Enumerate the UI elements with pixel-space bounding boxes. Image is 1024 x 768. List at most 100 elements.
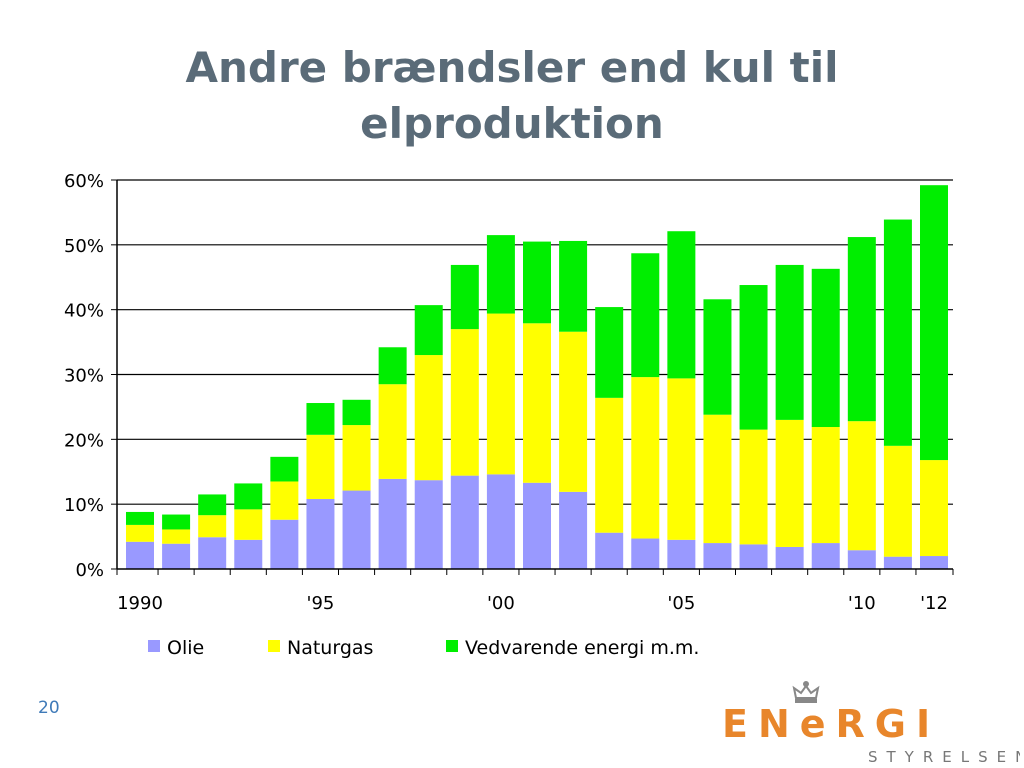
bar-segment-3-1993 (234, 483, 263, 510)
bar-segment-3-2001 (523, 241, 551, 324)
bar-segment-1-2003 (595, 532, 624, 569)
slide-title-line-1: Andre brændsler end kul til (185, 43, 839, 92)
bar-segment-1-2004 (631, 538, 660, 569)
bar-segment-2-2010 (847, 421, 876, 551)
y-tick-labels: 0% 10% 20% 30% 40% 50% 60% (64, 171, 104, 581)
bar-segment-2-1999 (450, 329, 479, 476)
bar-segment-3-2004 (631, 253, 660, 378)
y-tick-label: 60% (64, 171, 104, 192)
bar-segment-3-2000 (486, 235, 515, 314)
bar-segment-2-1998 (414, 355, 443, 481)
y-tick-label: 40% (64, 301, 104, 322)
bar-segment-2-2002 (559, 331, 588, 492)
bar-segment-3-2012 (920, 185, 948, 461)
bar-segment-1-1992 (198, 537, 227, 569)
legend-swatch (148, 640, 160, 652)
page-number: 20 (38, 698, 60, 718)
legend-swatch (268, 640, 280, 652)
bar-segment-3-1998 (414, 305, 443, 356)
y-tick-label: 10% (64, 495, 104, 516)
logo-word-mid: e (800, 702, 836, 746)
bar-segment-1-1995 (306, 498, 335, 569)
y-tick-label: 20% (64, 430, 104, 451)
bar-segment-3-1994 (270, 456, 299, 482)
logo-word: ENeRGI (722, 702, 940, 746)
bar-segment-3-2009 (811, 268, 840, 428)
bar-segment-2-2004 (631, 377, 660, 539)
bar-segment-1-1994 (270, 519, 299, 569)
bar-segment-2-1990 (126, 524, 154, 542)
bar-segment-3-1997 (378, 347, 407, 385)
slide-title-line-2: elproduktion (360, 99, 664, 148)
bars (126, 185, 948, 569)
bar-segment-1-2007 (739, 544, 768, 569)
bar-segment-2-2007 (739, 429, 768, 545)
bar-segment-3-2002 (559, 240, 588, 332)
bar-segment-1-2009 (811, 543, 840, 569)
stacked-bar-chart: 0% 10% 20% 30% 40% 50% 60% 1990 '95 '00 '05 '10 '12… (64, 171, 954, 659)
x-tick-label: '00 (487, 593, 515, 614)
bar-segment-3-1995 (306, 403, 335, 435)
legend: Olie Naturgas Vedvarende energi m.m. (148, 637, 699, 659)
bar-segment-2-2006 (703, 414, 732, 544)
bar-segment-3-2010 (847, 237, 876, 422)
bar-segment-1-2005 (667, 539, 696, 569)
bar-segment-3-2003 (595, 307, 624, 398)
x-tick-label: '05 (667, 593, 695, 614)
bar-segment-2-2005 (667, 378, 696, 540)
bar-segment-3-1990 (126, 511, 154, 525)
y-tick-label: 30% (64, 366, 104, 387)
bar-segment-2-2001 (523, 323, 551, 483)
x-tick-label: '95 (307, 593, 335, 614)
bar-segment-1-1997 (378, 478, 407, 569)
bar-segment-2-1991 (162, 529, 191, 544)
bar-segment-1-2008 (775, 546, 804, 569)
bar-segment-2-2003 (595, 397, 624, 533)
bar-segment-1-2000 (486, 474, 515, 569)
bar-segment-1-2006 (703, 543, 732, 569)
bar-segment-3-1996 (342, 399, 371, 426)
bar-segment-1-2001 (523, 482, 551, 569)
y-tick-label: 50% (64, 236, 104, 257)
bar-segment-2-1996 (342, 425, 371, 491)
bar-segment-2-1994 (270, 481, 299, 520)
y-tick-label: 0% (75, 560, 104, 581)
bar-segment-2-2012 (920, 460, 948, 557)
x-tick-label: 1990 (117, 593, 163, 614)
bar-segment-2-2011 (883, 445, 912, 557)
bar-segment-3-2011 (883, 219, 912, 446)
bar-segment-2-2009 (811, 427, 840, 544)
legend-label: Vedvarende energi m.m. (465, 637, 699, 659)
logo-word-part-1: EN (722, 702, 800, 746)
bar-segment-1-1999 (450, 475, 479, 569)
logo-subtitle: STYRELSEN (868, 748, 1020, 766)
bar-segment-2-1993 (234, 509, 263, 540)
bar-segment-2-1997 (378, 384, 407, 479)
bar-segment-1-1990 (126, 541, 154, 569)
bar-segment-2-1992 (198, 515, 227, 538)
bar-segment-1-2012 (920, 556, 948, 569)
crown-icon (792, 681, 820, 703)
bar-segment-2-2008 (775, 419, 804, 547)
bar-segment-1-1991 (162, 543, 191, 569)
x-tick-label: '10 (848, 593, 876, 614)
bar-segment-2-2000 (486, 313, 515, 475)
legend-label: Naturgas (287, 637, 373, 659)
axes (116, 180, 954, 575)
x-tick-label: '12 (920, 593, 948, 614)
bar-segment-1-2010 (847, 550, 876, 569)
bar-segment-3-2008 (775, 264, 804, 420)
bar-segment-3-2005 (667, 231, 696, 379)
bar-segment-1-2002 (559, 491, 588, 569)
bar-segment-3-1999 (450, 264, 479, 330)
x-tick-labels: 1990 '95 '00 '05 '10 '12 (117, 593, 948, 614)
bar-segment-1-1998 (414, 480, 443, 569)
bar-segment-2-1995 (306, 434, 335, 499)
bar-segment-1-2011 (883, 556, 912, 569)
bar-segment-1-1996 (342, 490, 371, 569)
legend-swatch (446, 640, 458, 652)
legend-label: Olie (167, 637, 204, 659)
bar-segment-3-1992 (198, 494, 227, 516)
energistyrelsen-logo: ENeRGI STYRELSEN (722, 681, 1020, 766)
slide-title: Andre brændsler end kul til elproduktion (0, 40, 1024, 152)
